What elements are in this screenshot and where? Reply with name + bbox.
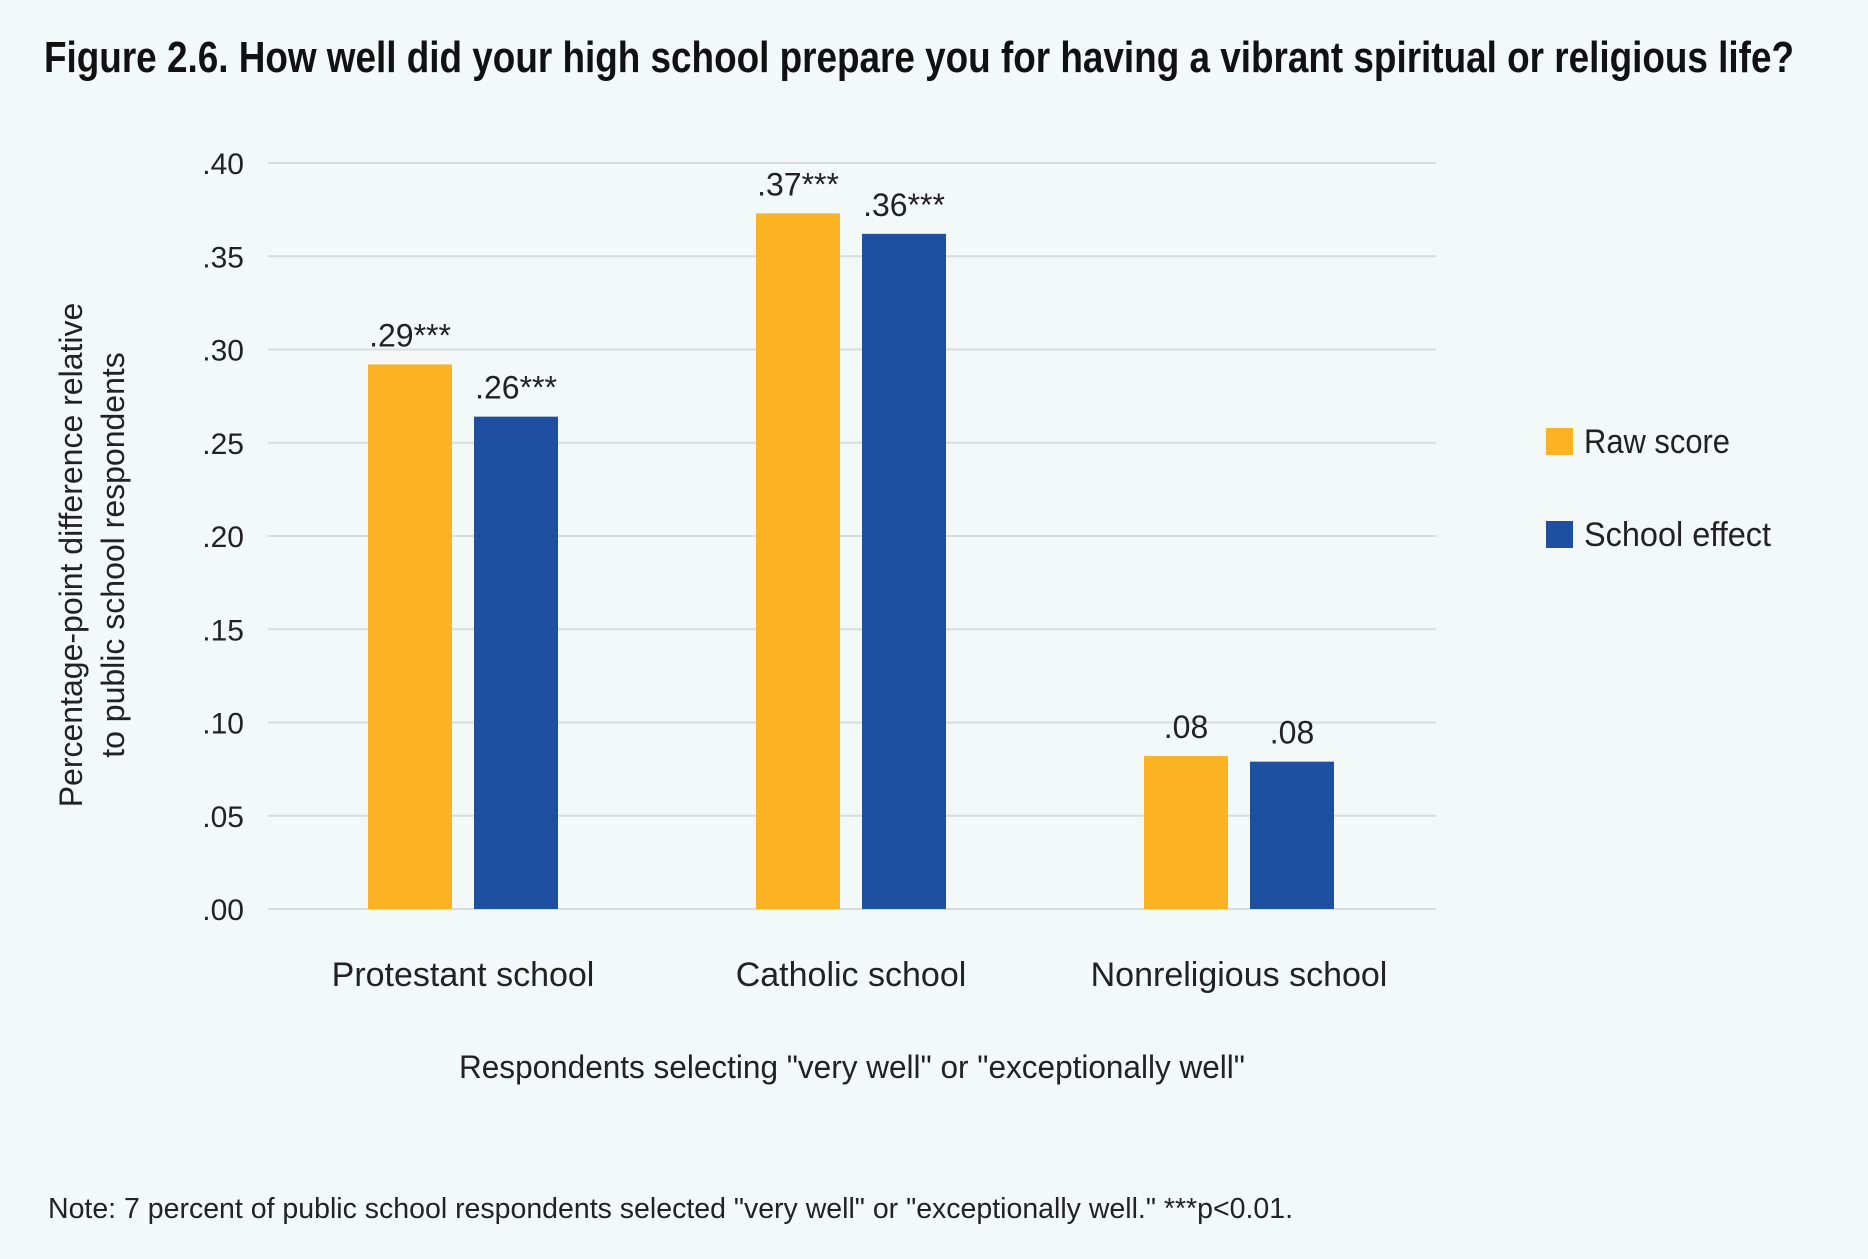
bar-raw-score [1144,756,1228,909]
footnote: Note: 7 percent of public school respond… [48,1193,1293,1225]
data-label: .29*** [369,317,451,353]
legend-label-school-effect: School effect [1584,516,1772,554]
x-category-label: Nonreligious school [1091,956,1388,994]
bar-school-effect [862,233,946,909]
legend-swatch-raw-score [1546,428,1573,455]
y-tick-label: .30 [202,335,244,368]
y-axis-label-line-2: to public school respondents [95,352,131,758]
y-tick-label: .35 [202,241,244,274]
data-label: .08 [1164,709,1208,745]
data-label: .37*** [757,166,839,202]
data-label: .08 [1270,715,1314,751]
data-label: .36*** [863,187,945,223]
y-tick-label: .20 [202,521,244,554]
y-axis-ticks: .00 .05 .10 .15 .20 .25 .30 .35 .40 [202,148,244,927]
legend-label-raw-score: Raw score [1584,423,1730,461]
bars: .29*** .26*** .37*** .36*** .08 .08 [368,166,1334,910]
y-tick-label: .25 [202,428,244,461]
y-axis-label: Percentage-point difference relative to … [53,303,131,808]
data-label: .26*** [475,370,557,406]
x-category-label: Catholic school [736,956,967,994]
bar-school-effect [474,416,558,909]
y-tick-label: .40 [202,148,244,181]
y-tick-label: .15 [202,614,244,647]
legend-swatch-school-effect [1546,521,1573,548]
y-tick-label: .00 [202,894,244,927]
gridlines [268,162,1436,910]
x-axis-categories: Protestant school Catholic school Nonrelig… [332,956,1388,994]
chart-title: Figure 2.6. How well did your high schoo… [44,33,1794,82]
y-axis-label-line-1: Percentage-point difference relative [53,303,89,808]
legend: Raw score School effect [1546,423,1772,554]
y-tick-label: .10 [202,708,244,741]
bar-raw-score [756,213,840,910]
x-axis-label: Respondents selecting "very well" or "ex… [459,1049,1245,1085]
bar-raw-score [368,364,452,909]
y-tick-label: .05 [202,801,244,834]
bar-school-effect [1250,761,1334,909]
x-category-label: Protestant school [332,956,595,994]
